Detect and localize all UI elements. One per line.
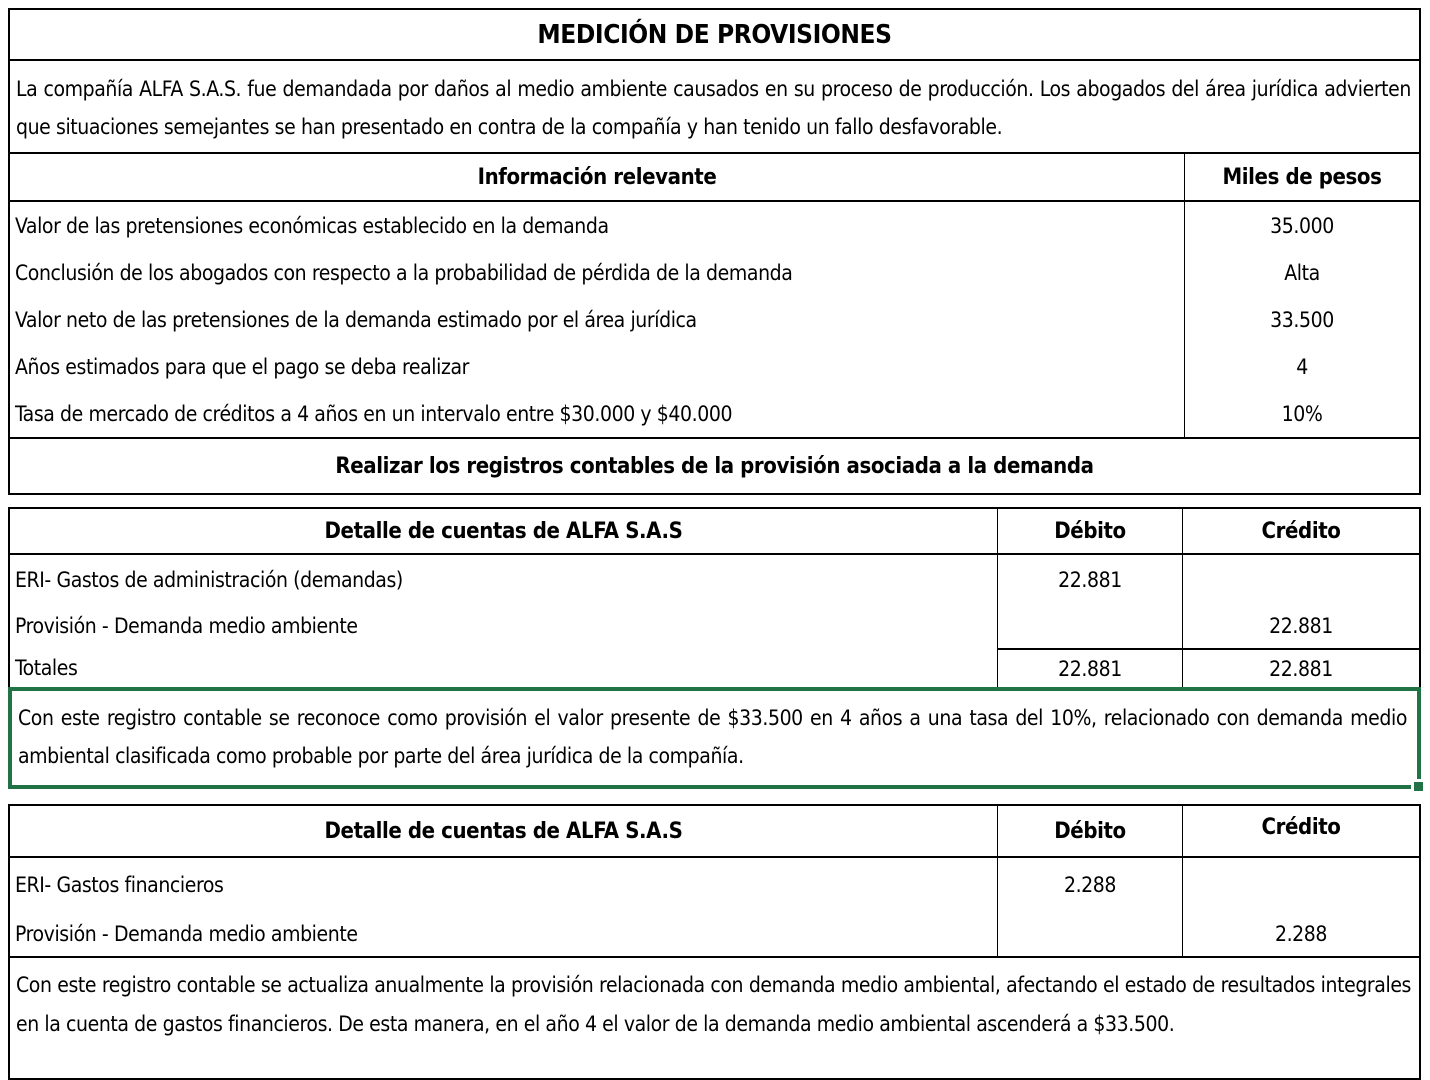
- info-row-value: 33.500: [1270, 307, 1334, 332]
- journal-row-label: Provisión - Demanda medio ambiente: [10, 604, 998, 648]
- info-row: Valor neto de las pretensiones de la dem…: [10, 296, 1419, 343]
- worksheet: MEDICIÓN DE PROVISIONES La compañía ALFA…: [8, 8, 1423, 1080]
- journal-row-label: Provisión - Demanda medio ambiente: [10, 911, 998, 956]
- info-row-value: 4: [1296, 354, 1308, 379]
- totals-debit: 22.881: [998, 648, 1183, 687]
- journal-entry-1: Detalle de cuentas de ALFA S.A.S Débito …: [8, 507, 1421, 687]
- journal1-note-selected-cell[interactable]: Con este registro contable se reconoce c…: [8, 687, 1423, 791]
- journal1-header-debit: Débito: [998, 509, 1183, 553]
- task-instruction: Realizar los registros contables de la p…: [335, 453, 1094, 479]
- totals-label: Totales: [10, 648, 998, 687]
- info-row-label: Conclusión de los abogados con respecto …: [10, 249, 1185, 296]
- journal1-note-text: Con este registro contable se reconoce c…: [18, 706, 1407, 768]
- info-table-body: Valor de las pretensiones económicas est…: [10, 202, 1419, 439]
- totals-credit: 22.881: [1183, 648, 1419, 687]
- info-row-label: Valor de las pretensiones económicas est…: [10, 202, 1185, 249]
- info-row-label: Años estimados para que el pago se deba …: [10, 343, 1185, 390]
- journal2-note: Con este registro contable se actualiza …: [10, 956, 1419, 1078]
- info-header-unit: Miles de pesos: [1222, 164, 1382, 190]
- journal1-row: ERI- Gastos de administración (demandas)…: [10, 555, 1419, 604]
- page-title: MEDICIÓN DE PROVISIONES: [10, 10, 1419, 61]
- info-row-value: Alta: [1284, 260, 1320, 285]
- journal1-row: Provisión - Demanda medio ambiente 22.88…: [10, 604, 1419, 648]
- info-row: Conclusión de los abogados con respecto …: [10, 249, 1419, 296]
- journal2-row: ERI- Gastos financieros 2.288: [10, 858, 1419, 911]
- info-row-label: Tasa de mercado de créditos a 4 años en …: [10, 390, 1185, 437]
- journal-entry-2: Detalle de cuentas de ALFA S.A.S Débito …: [8, 804, 1421, 1080]
- journal-row-debit: [998, 604, 1183, 648]
- journal-row-debit: 22.881: [998, 555, 1183, 604]
- journal1-header-detail: Detalle de cuentas de ALFA S.A.S: [10, 509, 998, 553]
- journal2-header-debit: Débito: [998, 806, 1183, 856]
- journal1-header-row: Detalle de cuentas de ALFA S.A.S Débito …: [10, 509, 1419, 555]
- info-row-label: Valor neto de las pretensiones de la dem…: [10, 296, 1185, 343]
- case-info-table: MEDICIÓN DE PROVISIONES La compañía ALFA…: [8, 8, 1421, 495]
- fill-handle[interactable]: [1411, 779, 1423, 791]
- case-description: La compañía ALFA S.A.S. fue demandada po…: [10, 61, 1419, 154]
- info-row: Valor de las pretensiones económicas est…: [10, 202, 1419, 249]
- journal-row-debit: [998, 911, 1183, 956]
- journal2-header-detail: Detalle de cuentas de ALFA S.A.S: [10, 806, 998, 856]
- info-row-value: 35.000: [1270, 213, 1334, 238]
- journal-row-credit: 22.881: [1269, 614, 1333, 638]
- journal2-header-credit: Crédito: [1261, 815, 1341, 840]
- journal-row-label: ERI- Gastos financieros: [10, 858, 998, 911]
- journal2-header-row: Detalle de cuentas de ALFA S.A.S Débito …: [10, 806, 1419, 858]
- info-row: Tasa de mercado de créditos a 4 años en …: [10, 390, 1419, 437]
- journal1-header-credit: Crédito: [1261, 518, 1341, 544]
- journal1-totals-row: Totales 22.881 22.881: [10, 648, 1419, 687]
- journal-row-credit: [1183, 555, 1419, 604]
- journal-row-label: ERI- Gastos de administración (demandas): [10, 555, 998, 604]
- info-row: Años estimados para que el pago se deba …: [10, 343, 1419, 390]
- info-table-header-row: Información relevante Miles de pesos: [10, 154, 1419, 202]
- journal2-row: Provisión - Demanda medio ambiente 2.288: [10, 911, 1419, 956]
- journal-row-credit: 2.288: [1274, 921, 1328, 946]
- info-header-label: Información relevante: [10, 154, 1185, 200]
- info-row-value: 10%: [1281, 401, 1323, 426]
- journal-row-credit: [1183, 858, 1419, 911]
- journal-row-debit: 2.288: [998, 858, 1183, 911]
